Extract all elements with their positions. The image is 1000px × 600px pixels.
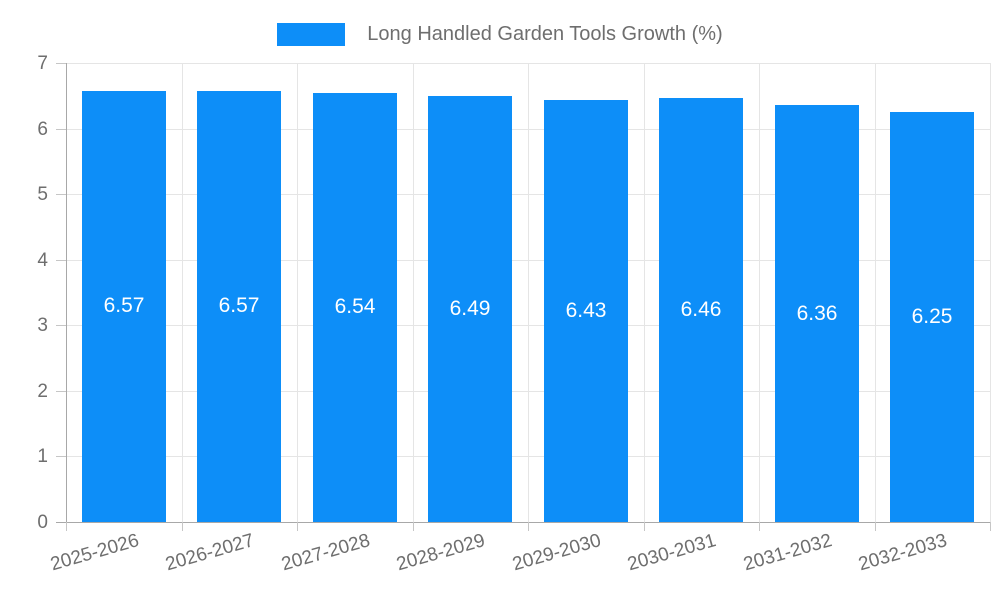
- x-tick-label: 2027-2028: [279, 530, 373, 576]
- bar[interactable]: 6.46: [659, 98, 743, 522]
- bar[interactable]: 6.36: [775, 105, 859, 522]
- bar[interactable]: 6.54: [313, 93, 397, 522]
- y-tick-mark: [56, 63, 66, 64]
- x-tick-mark: [875, 522, 876, 531]
- gridline-vertical: [875, 63, 876, 522]
- x-tick-mark: [66, 522, 67, 531]
- x-tick-label: 2032-2033: [856, 530, 950, 576]
- y-tick-mark: [56, 129, 66, 130]
- bar[interactable]: 6.25: [890, 112, 974, 522]
- gridline-vertical: [297, 63, 298, 522]
- y-tick-mark: [56, 325, 66, 326]
- bar-value-label: 6.49: [449, 297, 491, 320]
- gridline-vertical: [990, 63, 991, 522]
- y-tick-mark: [56, 260, 66, 261]
- y-tick-mark: [56, 522, 66, 523]
- x-tick-label: 2028-2029: [394, 530, 488, 576]
- x-tick-mark: [413, 522, 414, 531]
- bar-value-label: 6.36: [796, 302, 838, 325]
- y-tick-label: 7: [37, 53, 48, 74]
- bar-value-label: 6.46: [680, 298, 722, 321]
- gridline-vertical: [759, 63, 760, 522]
- x-tick-label: 2025-2026: [48, 530, 142, 576]
- x-tick-label: 2030-2031: [625, 530, 719, 576]
- bar[interactable]: 6.43: [544, 100, 628, 522]
- x-tick-mark: [644, 522, 645, 531]
- y-tick-label: 6: [37, 119, 48, 140]
- y-tick-label: 4: [37, 250, 48, 271]
- bar-value-label: 6.57: [103, 294, 145, 317]
- x-tick-mark: [182, 522, 183, 531]
- x-tick-mark: [297, 522, 298, 531]
- x-tick-label: 2031-2032: [741, 530, 835, 576]
- legend[interactable]: Long Handled Garden Tools Growth (%): [0, 16, 1000, 52]
- bar-value-label: 6.57: [218, 294, 260, 317]
- x-tick-label: 2029-2030: [510, 530, 604, 576]
- y-tick-label: 3: [37, 315, 48, 336]
- x-tick-mark: [528, 522, 529, 531]
- bar[interactable]: 6.49: [428, 96, 512, 522]
- y-tick-mark: [56, 194, 66, 195]
- y-axis-line: [66, 63, 67, 522]
- bar-value-label: 6.43: [565, 299, 607, 322]
- x-tick-label: 2026-2027: [163, 530, 257, 576]
- legend-label: Long Handled Garden Tools Growth (%): [367, 22, 723, 45]
- gridline-vertical: [644, 63, 645, 522]
- y-tick-mark: [56, 391, 66, 392]
- y-tick-label: 0: [37, 512, 48, 533]
- x-tick-mark: [990, 522, 991, 531]
- y-tick-label: 2: [37, 381, 48, 402]
- gridline-vertical: [413, 63, 414, 522]
- y-tick-label: 5: [37, 184, 48, 205]
- gridline-vertical: [528, 63, 529, 522]
- legend-swatch[interactable]: [277, 22, 346, 46]
- bar-value-label: 6.25: [911, 305, 953, 328]
- y-tick-mark: [56, 456, 66, 457]
- bar-value-label: 6.54: [334, 295, 376, 318]
- bar[interactable]: 6.57: [197, 91, 281, 522]
- x-tick-mark: [759, 522, 760, 531]
- y-tick-label: 1: [37, 446, 48, 467]
- gridline-vertical: [182, 63, 183, 522]
- bar[interactable]: 6.57: [82, 91, 166, 522]
